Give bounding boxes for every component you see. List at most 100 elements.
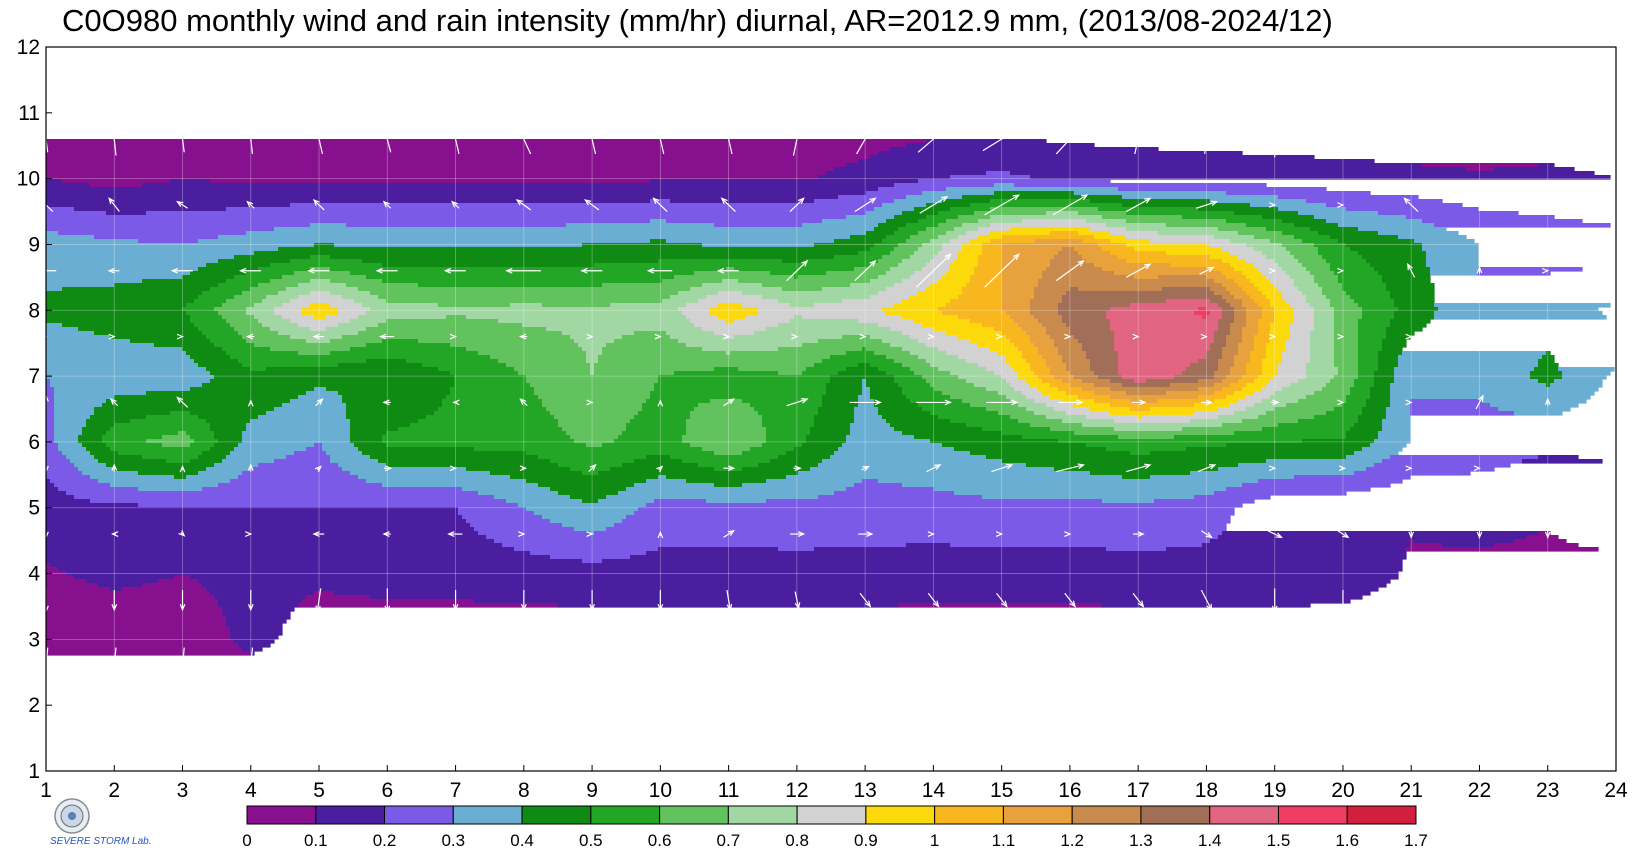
field-cell bbox=[1378, 355, 1399, 360]
field-cell bbox=[966, 231, 991, 236]
field-cell bbox=[46, 215, 847, 220]
field-cell bbox=[310, 279, 331, 284]
field-cell bbox=[1214, 267, 1235, 272]
field-cell bbox=[250, 287, 287, 292]
field-cell bbox=[326, 387, 451, 392]
field-cell bbox=[1298, 419, 1359, 424]
field-cell bbox=[1330, 263, 1371, 268]
field-cell bbox=[198, 295, 235, 300]
field-cell bbox=[1002, 291, 1035, 296]
field-cell bbox=[1282, 219, 1327, 224]
wind-vector-head bbox=[1268, 267, 1277, 274]
field-cell bbox=[1290, 303, 1311, 308]
field-cell bbox=[1270, 299, 1287, 304]
field-cell bbox=[1066, 391, 1095, 396]
field-cell bbox=[682, 311, 711, 316]
field-cell bbox=[918, 231, 947, 236]
field-cell bbox=[162, 443, 191, 448]
field-cell bbox=[602, 351, 727, 356]
field-cell bbox=[618, 491, 835, 496]
wind-vector-head bbox=[384, 605, 391, 613]
field-cell bbox=[986, 387, 1015, 392]
field-cell bbox=[386, 299, 663, 304]
wind-vector bbox=[1200, 589, 1213, 611]
wind-vector bbox=[246, 201, 255, 209]
field-cell bbox=[462, 515, 543, 520]
field-cell bbox=[1346, 207, 1479, 212]
field-cell bbox=[210, 447, 235, 452]
wind-vector-head bbox=[452, 745, 459, 753]
field-cell bbox=[918, 403, 971, 408]
field-cell bbox=[218, 599, 303, 604]
wind-vector bbox=[997, 649, 1006, 683]
field-cell bbox=[1234, 359, 1251, 364]
field-cell bbox=[1090, 227, 1127, 232]
field-cell bbox=[926, 379, 967, 384]
field-cell bbox=[1050, 427, 1115, 432]
field-cell bbox=[578, 343, 607, 348]
field-cell bbox=[86, 579, 159, 584]
field-cell bbox=[190, 319, 227, 324]
field-cell bbox=[290, 203, 883, 208]
field-cell bbox=[1294, 315, 1315, 320]
field-cell bbox=[230, 635, 279, 640]
x-tick-label: 4 bbox=[245, 779, 257, 802]
field-cell bbox=[1134, 247, 1223, 252]
field-cell bbox=[1150, 407, 1219, 412]
field-cell bbox=[1314, 215, 1407, 220]
field-cell bbox=[954, 491, 1215, 496]
field-cell bbox=[46, 511, 459, 516]
field-cell bbox=[878, 223, 907, 228]
field-cell bbox=[690, 443, 763, 448]
field-cell bbox=[1022, 355, 1043, 360]
field-cell bbox=[1034, 399, 1063, 404]
field-cell bbox=[1074, 191, 1227, 196]
field-cell bbox=[1242, 303, 1259, 308]
field-cell bbox=[998, 411, 1035, 416]
wind-vector-head bbox=[1337, 267, 1345, 274]
field-cell bbox=[1110, 387, 1199, 392]
field-cell bbox=[762, 419, 815, 424]
field-cell bbox=[46, 411, 55, 416]
field-cell bbox=[1266, 255, 1295, 260]
field-cell bbox=[1042, 275, 1135, 280]
field-cell bbox=[1306, 267, 1331, 272]
field-cell bbox=[1274, 319, 1295, 324]
field-cell bbox=[1082, 255, 1119, 260]
field-cell bbox=[1262, 291, 1283, 296]
field-cell bbox=[306, 339, 331, 344]
field-cell bbox=[258, 267, 311, 272]
field-cell bbox=[686, 427, 767, 432]
field-cell bbox=[958, 295, 1003, 300]
field-cell bbox=[862, 383, 867, 388]
field-cell bbox=[46, 451, 63, 456]
y-tick-label: 6 bbox=[28, 431, 40, 454]
wind-vector bbox=[786, 398, 808, 407]
field-cell bbox=[330, 459, 379, 464]
field-cell bbox=[946, 231, 967, 236]
wind-vector-head bbox=[1268, 465, 1277, 472]
field-cell bbox=[110, 483, 219, 488]
wind-vector-head bbox=[239, 267, 247, 274]
field-cell bbox=[46, 635, 231, 640]
field-cell bbox=[350, 347, 467, 352]
wind-vector-head bbox=[1135, 745, 1142, 753]
field-cell bbox=[954, 227, 979, 232]
field-cell bbox=[822, 287, 887, 292]
field-cell bbox=[234, 327, 271, 332]
field-cell bbox=[786, 475, 1123, 480]
field-cell bbox=[198, 471, 243, 476]
field-cell bbox=[1350, 247, 1423, 252]
field-cell bbox=[1214, 391, 1235, 396]
field-cell bbox=[1214, 491, 1347, 496]
field-cell bbox=[1310, 359, 1335, 364]
wind-vector bbox=[794, 55, 800, 92]
field-cell bbox=[898, 383, 931, 388]
field-cell bbox=[1314, 391, 1351, 396]
field-cell bbox=[1230, 303, 1243, 308]
field-cell bbox=[1262, 359, 1283, 364]
wind-vector-head bbox=[801, 397, 809, 404]
wind-vector-head bbox=[383, 53, 389, 62]
field-cell bbox=[1082, 347, 1115, 352]
field-cell bbox=[890, 343, 927, 348]
